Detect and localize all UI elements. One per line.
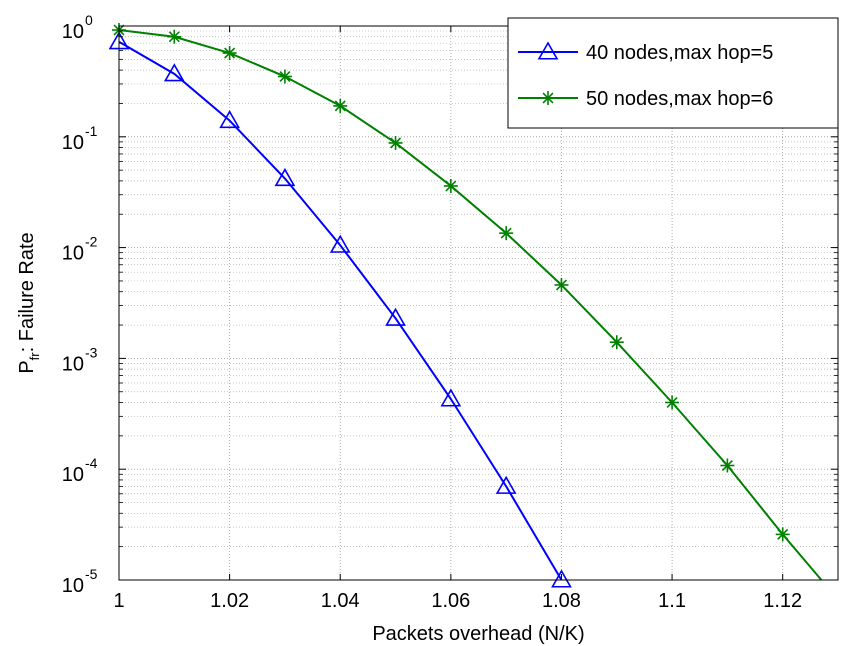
data-point-asterisk <box>167 29 182 44</box>
asterisk-stroke <box>334 100 346 112</box>
data-point-asterisk <box>443 178 458 193</box>
data-point-triangle <box>440 388 462 407</box>
data-point-triangle <box>274 167 296 187</box>
series-line <box>118 29 823 581</box>
y-tick-label-exponent: -3 <box>85 344 98 360</box>
y-tick-label-exponent: -1 <box>85 123 98 139</box>
axis-ticks <box>118 25 838 581</box>
y-tick-label: 10-1 <box>62 123 98 154</box>
asterisk-stroke <box>542 92 554 104</box>
legend-entry-50-nodes <box>518 91 578 105</box>
y-axis-label-prefix: P <box>16 360 38 373</box>
asterisk-stroke <box>666 396 678 409</box>
data-point-asterisk <box>775 527 790 542</box>
data-point-asterisk <box>277 69 292 84</box>
tick-labels: 1 1.02 1.04 1.06 1.08 1.1 1.1210-510-410-310-2… <box>62 12 802 612</box>
y-axis-label: Pfr: Failure Rate <box>16 232 42 373</box>
data-point-triangle <box>495 475 517 494</box>
legend-box <box>507 17 839 129</box>
y-tick-label-exponent: -4 <box>85 455 98 471</box>
y-tick-label-exponent: -5 <box>85 566 98 582</box>
x-tick-label: 1.1 <box>658 590 686 612</box>
data-point-triangle <box>329 234 351 253</box>
data-point-asterisk <box>609 335 624 350</box>
y-tick-label: 10-5 <box>62 566 98 597</box>
data-point-asterisk <box>665 395 680 410</box>
legend-label-40-nodes: 40 nodes,max hop=5 <box>586 42 773 64</box>
asterisk-stroke <box>500 227 512 239</box>
y-tick-label-exponent: -2 <box>85 234 98 250</box>
y-tick-label-exponent: 0 <box>85 12 93 28</box>
y-tick-label-base: 10 <box>62 575 84 597</box>
x-axis-label: Packets overhead (N/K) <box>372 623 584 645</box>
legend-asterisk-marker <box>541 91 555 105</box>
legend-label-50-nodes: 50 nodes,max hop=6 <box>586 88 773 110</box>
y-tick-label: 100 <box>62 12 93 43</box>
asterisk-stroke <box>445 180 457 192</box>
asterisk-stroke <box>611 336 623 348</box>
x-tick-label: 1.06 <box>431 590 470 612</box>
y-tick-label-base: 10 <box>62 464 84 486</box>
plot-area-frame <box>118 25 839 581</box>
y-tick-label-base: 10 <box>62 243 84 265</box>
y-tick-label-base: 10 <box>62 353 84 375</box>
x-tick-label: 1 <box>113 590 124 612</box>
series-layer <box>108 23 823 588</box>
series-40-nodes <box>108 31 572 588</box>
series-50-nodes <box>112 23 823 581</box>
asterisk-stroke <box>777 528 789 540</box>
y-axis-label-suffix: : Failure Rate <box>16 232 38 352</box>
legend-entry-40-nodes <box>518 41 578 60</box>
y-tick-label-base: 10 <box>62 132 84 154</box>
x-tick-label: 1.02 <box>210 590 249 612</box>
data-point-asterisk <box>388 135 403 150</box>
y-tick-label: 10-3 <box>62 344 98 375</box>
x-tick-label: 1.08 <box>542 590 581 612</box>
asterisk-stroke <box>721 459 733 472</box>
y-tick-label: 10-2 <box>62 234 98 265</box>
legend-triangle-marker <box>537 41 559 60</box>
data-point-triangle <box>163 63 185 82</box>
asterisk-stroke <box>555 279 567 291</box>
data-point-asterisk <box>554 277 569 292</box>
data-point-asterisk <box>499 226 514 241</box>
y-tick-label-base: 10 <box>62 21 84 43</box>
x-tick-label: 1.04 <box>321 590 360 612</box>
data-point-asterisk <box>222 46 237 61</box>
x-tick-label: 1.12 <box>763 590 802 612</box>
asterisk-stroke <box>279 71 291 83</box>
asterisk-stroke <box>224 47 236 59</box>
data-point-asterisk <box>720 458 735 473</box>
data-point-triangle <box>385 307 406 326</box>
y-tick-label: 10-4 <box>62 455 98 486</box>
data-point-asterisk <box>333 98 348 113</box>
legend: 40 nodes,max hop=5 50 nodes,max hop=6 <box>507 17 839 129</box>
y-axis-label-subscript: fr <box>27 352 42 361</box>
data-point-triangle <box>219 109 240 129</box>
data-point-triangle <box>551 569 572 588</box>
asterisk-stroke <box>390 137 402 149</box>
series-line <box>118 40 563 581</box>
asterisk-stroke <box>168 31 180 43</box>
